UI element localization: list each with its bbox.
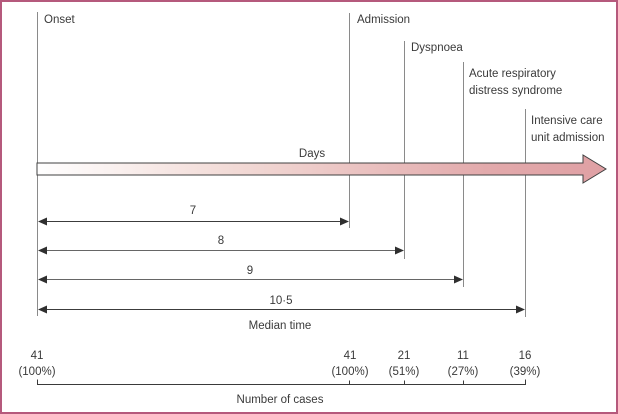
case-column-onset: 41 (100%) bbox=[18, 348, 55, 380]
interval-value-ards: 9 bbox=[246, 265, 254, 277]
case-percent: (100%) bbox=[331, 366, 369, 378]
case-count: 11 bbox=[457, 350, 469, 362]
arrowhead-left-icon bbox=[38, 275, 47, 284]
median-time-label: Median time bbox=[248, 320, 312, 332]
arrowhead-left-icon bbox=[38, 246, 47, 255]
case-count: 16 bbox=[518, 350, 532, 362]
case-percent: (27%) bbox=[447, 366, 479, 378]
arrowhead-left-icon bbox=[38, 305, 47, 314]
event-label-icu: Intensive care unit admission bbox=[531, 115, 605, 144]
interval-value-dyspnoea: 8 bbox=[217, 235, 225, 247]
case-column-ards: 11 (27%) bbox=[448, 348, 479, 380]
case-count: 41 bbox=[343, 350, 357, 362]
interval-value-icu: 10·5 bbox=[269, 295, 293, 307]
case-percent: (51%) bbox=[388, 366, 420, 378]
days-axis-label: Days bbox=[298, 148, 326, 160]
event-label-ards: Acute respiratory distress syndrome bbox=[469, 68, 563, 97]
case-percent: (39%) bbox=[509, 366, 541, 378]
case-column-dyspnoea: 21 (51%) bbox=[389, 348, 420, 380]
interval-arrow-dyspnoea bbox=[38, 246, 404, 255]
case-count: 21 bbox=[397, 350, 411, 362]
arrowhead-right-icon bbox=[340, 217, 349, 226]
interval-arrow-ards bbox=[38, 275, 463, 284]
interval-arrows bbox=[38, 217, 525, 314]
case-count: 41 bbox=[30, 350, 44, 362]
arrowhead-right-icon bbox=[516, 305, 525, 314]
event-label-dyspnoea: Dyspnoea bbox=[411, 42, 463, 54]
interval-arrow-icu bbox=[38, 305, 525, 314]
case-column-icu: 16 (39%) bbox=[510, 348, 541, 380]
arrowhead-left-icon bbox=[38, 217, 47, 226]
cases-bracket bbox=[37, 379, 526, 385]
interval-arrow-admission bbox=[38, 217, 349, 226]
arrowhead-right-icon bbox=[395, 246, 404, 255]
event-label-onset: Onset bbox=[44, 14, 75, 26]
case-column-admission: 41 (100%) bbox=[331, 348, 368, 380]
arrowhead-right-icon bbox=[454, 275, 463, 284]
case-percent: (100%) bbox=[18, 366, 56, 378]
days-axis-arrow bbox=[36, 154, 607, 184]
event-label-admission: Admission bbox=[357, 14, 411, 26]
number-of-cases-label: Number of cases bbox=[236, 394, 324, 406]
interval-value-admission: 7 bbox=[189, 205, 197, 217]
